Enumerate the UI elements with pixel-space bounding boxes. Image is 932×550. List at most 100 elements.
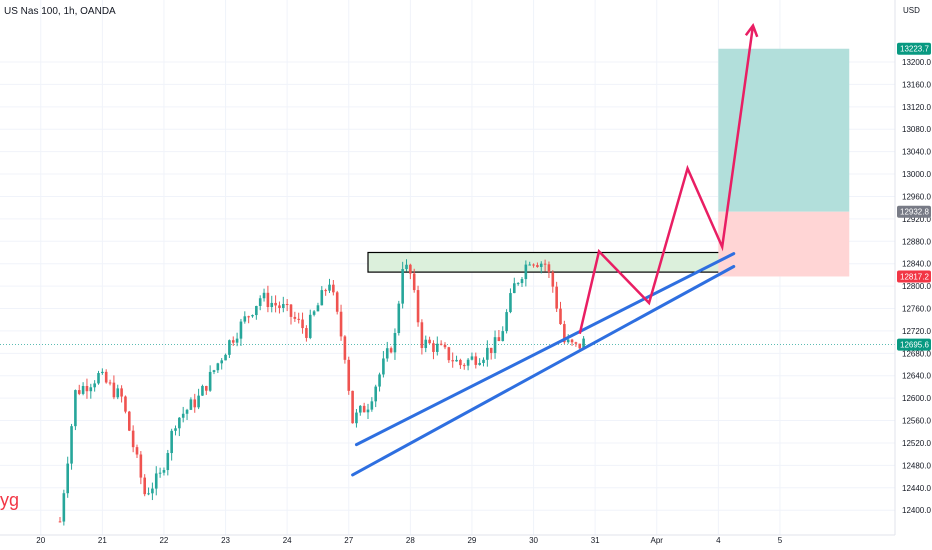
candle-body <box>274 302 277 306</box>
candle-body <box>320 290 324 306</box>
candle-body <box>231 340 235 343</box>
trendline[interactable] <box>354 252 736 447</box>
time-axis[interactable]: 161720212223242728293031Apr45 <box>0 534 895 545</box>
candle-body <box>77 390 81 394</box>
candle-body <box>93 383 96 388</box>
watermark-text: yg <box>0 490 20 510</box>
candle-body <box>162 470 166 473</box>
candle-body <box>520 279 524 284</box>
candle-body <box>389 348 393 353</box>
candle-body <box>551 272 555 287</box>
candle-body <box>424 339 428 349</box>
stop-price-tag <box>897 270 931 283</box>
y-tick-label: 12800.0 <box>902 282 931 291</box>
candle-body <box>497 337 501 342</box>
stop-price-label: 12817.2 <box>900 272 929 281</box>
candle-body <box>154 473 158 489</box>
resistance-zone <box>367 251 746 273</box>
x-tick-label: 4 <box>716 536 721 545</box>
candle-body <box>447 347 451 361</box>
y-tick-label: 12880.0 <box>902 237 931 246</box>
candle-body <box>251 315 254 317</box>
candle-body <box>332 284 335 293</box>
entry-price-label: 12932.8 <box>900 208 929 217</box>
candle-body <box>189 399 193 410</box>
y-tick-label: 12440.0 <box>902 484 931 493</box>
candle-body <box>382 358 385 375</box>
target-price-label: 13223.7 <box>900 45 929 54</box>
stop-zone <box>718 211 850 277</box>
candle-body <box>547 264 551 273</box>
candle-body <box>243 316 247 322</box>
candle-body <box>524 264 528 280</box>
candle-body <box>289 304 293 317</box>
y-tick-label: 13160.0 <box>902 80 931 89</box>
trendline[interactable] <box>351 264 736 477</box>
currency-label: USD <box>903 6 920 15</box>
candle-body <box>466 359 470 366</box>
candle-body <box>405 264 408 270</box>
candle-body <box>532 264 535 266</box>
current-price-tag <box>897 338 931 351</box>
candle-body <box>216 363 220 371</box>
candle-body <box>166 453 170 471</box>
candle-body <box>128 411 131 431</box>
trendline-group[interactable] <box>351 252 736 477</box>
candle-body <box>570 339 574 343</box>
y-tick-label: 13120.0 <box>902 103 931 112</box>
x-tick-label: 24 <box>283 536 292 545</box>
candle-body <box>347 359 351 391</box>
candle-body <box>478 362 481 365</box>
x-tick-label: 5 <box>778 536 783 545</box>
candle-body <box>101 371 104 374</box>
y-tick-label: 12640.0 <box>902 372 931 381</box>
candle-body <box>205 385 208 391</box>
candle-body <box>528 264 531 266</box>
candle-body <box>151 488 154 494</box>
price-axis[interactable]: 12400.0 12440.0 12480.0 12520.0 12560.0 12600… <box>894 0 931 535</box>
candle-body <box>197 395 200 408</box>
candle-body <box>201 385 204 396</box>
y-tick-label: 12600.0 <box>902 394 931 403</box>
candle-body <box>516 283 520 285</box>
candle-body <box>297 318 300 320</box>
candle-body <box>212 370 216 372</box>
candle-body <box>401 269 404 304</box>
candle-body <box>239 321 243 339</box>
candle-body <box>224 354 227 361</box>
candle-body <box>374 386 377 402</box>
candle-body <box>278 305 281 308</box>
x-tick-label: 31 <box>591 536 600 545</box>
candle-body <box>139 454 143 478</box>
y-tick-label: 13200.0 <box>902 58 931 67</box>
projection-path-group[interactable] <box>578 23 759 335</box>
target-zone <box>718 48 850 212</box>
candle-body <box>366 409 370 413</box>
candle-body <box>574 342 578 344</box>
candle-body <box>85 385 89 392</box>
candle-body <box>505 312 508 332</box>
candle-body <box>270 302 274 308</box>
candle-body <box>393 333 397 353</box>
candle-body <box>563 324 566 343</box>
current-price-label: 12695.6 <box>900 341 929 350</box>
candlestick-series <box>58 259 585 526</box>
y-tick-label: 13080.0 <box>902 125 931 134</box>
candle-body <box>566 339 570 343</box>
y-tick-label: 12760.0 <box>902 305 931 314</box>
candle-body <box>509 293 512 313</box>
candle-body <box>143 477 146 495</box>
candle-body <box>493 337 497 353</box>
price-tags: 13223.7 12932.8 12817.2 12695.6 <box>897 42 931 351</box>
projection-path[interactable] <box>578 25 755 335</box>
candle-body <box>339 311 343 337</box>
candle-body <box>62 493 66 522</box>
chart-zones <box>367 48 850 277</box>
candle-body <box>301 319 304 329</box>
y-tick-label: 12560.0 <box>902 417 931 426</box>
candle-body <box>355 412 358 424</box>
candle-body <box>220 360 223 364</box>
y-tick-label: 12680.0 <box>902 349 931 358</box>
candle-body <box>501 331 505 342</box>
